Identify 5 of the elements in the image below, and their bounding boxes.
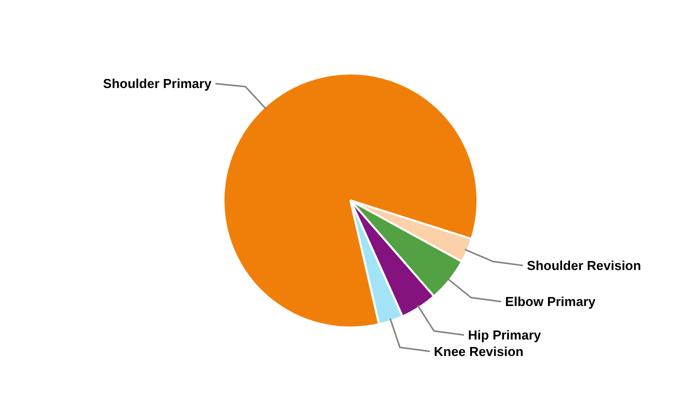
- slice-label: Shoulder Primary: [103, 76, 212, 92]
- slice-label: Hip Primary: [468, 328, 542, 342]
- slice-label: Elbow Primary: [505, 294, 596, 310]
- slice-label: Shoulder Revision: [526, 258, 642, 273]
- slice-label: Knee Revision: [434, 344, 524, 359]
